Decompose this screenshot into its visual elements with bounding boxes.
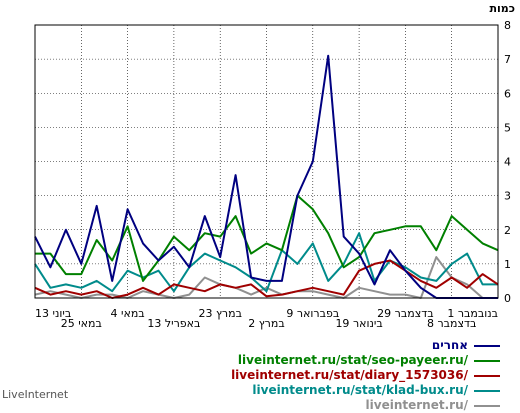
grid — [34, 24, 499, 299]
legend-label-1: liveinternet.ru/stat/seo-payeer.ru/ — [237, 353, 468, 367]
brand-label: LiveInternet — [2, 388, 69, 401]
legend-item-0: אחרים — [231, 338, 500, 353]
x-tick-label-3: 19 בינואר — [335, 317, 382, 330]
legend-swatch-2 — [474, 374, 500, 377]
x-tick-label-8: 4 במאי — [111, 307, 145, 320]
y-tick-label-3: 3 — [504, 190, 511, 203]
x-tick-label-10: 13 ביוני — [35, 307, 71, 320]
x-tick-label-7: 13 באפריל — [147, 317, 200, 330]
series-line-0 — [34, 54, 498, 299]
legend-label-4: liveinternet.ru/ — [365, 398, 468, 412]
y-tick-label-2: 2 — [504, 224, 511, 237]
y-tick-label-1: 1 — [504, 258, 511, 271]
series-lines — [34, 54, 499, 299]
legend-item-4: liveinternet.ru/ — [231, 398, 500, 413]
legend-label-0: אחרים — [431, 338, 468, 352]
legend-swatch-0 — [474, 344, 500, 347]
y-tick-label-5: 5 — [504, 121, 511, 134]
plot-frame — [34, 24, 499, 299]
x-tick-label-5: 2 במרץ — [248, 317, 284, 330]
x-tick-label-9: 25 במאי — [61, 317, 102, 330]
x-tick-label-0: 1 בנובמבר — [447, 307, 498, 320]
x-tick-label-2: 29 בדצמבר — [377, 307, 433, 320]
y-tick-labels: 0 1 2 3 4 5 6 7 8 — [504, 19, 511, 305]
legend-item-1: liveinternet.ru/stat/seo-payeer.ru/ — [231, 353, 500, 368]
y-tick-label-7: 7 — [504, 53, 511, 66]
y-axis-label: כמות — [490, 2, 515, 15]
y-tick-label-4: 4 — [504, 156, 511, 169]
y-tick-label-8: 8 — [504, 19, 511, 32]
series-line-3 — [34, 232, 498, 293]
x-tick-label-4: 9 בפברואר — [286, 307, 339, 320]
legend-label-2: liveinternet.ru/stat/diary_1573036/ — [231, 368, 468, 382]
legend-item-3: liveinternet.ru/stat/klad-bux.ru/ — [231, 383, 500, 398]
legend-swatch-3 — [474, 389, 500, 392]
x-tick-label-1: 8 בדצמבר — [427, 317, 476, 330]
legend-label-3: liveinternet.ru/stat/klad-bux.ru/ — [252, 383, 468, 397]
legend: אחרים liveinternet.ru/stat/seo-payeer.ru/… — [231, 338, 500, 413]
y-tick-label-6: 6 — [504, 87, 511, 100]
series-line-1 — [35, 194, 499, 282]
y-tick-label-0: 0 — [504, 292, 511, 305]
legend-item-2: liveinternet.ru/stat/diary_1573036/ — [231, 368, 500, 383]
legend-swatch-1 — [474, 359, 500, 362]
x-tick-label-6: 23 במרץ — [198, 307, 241, 320]
